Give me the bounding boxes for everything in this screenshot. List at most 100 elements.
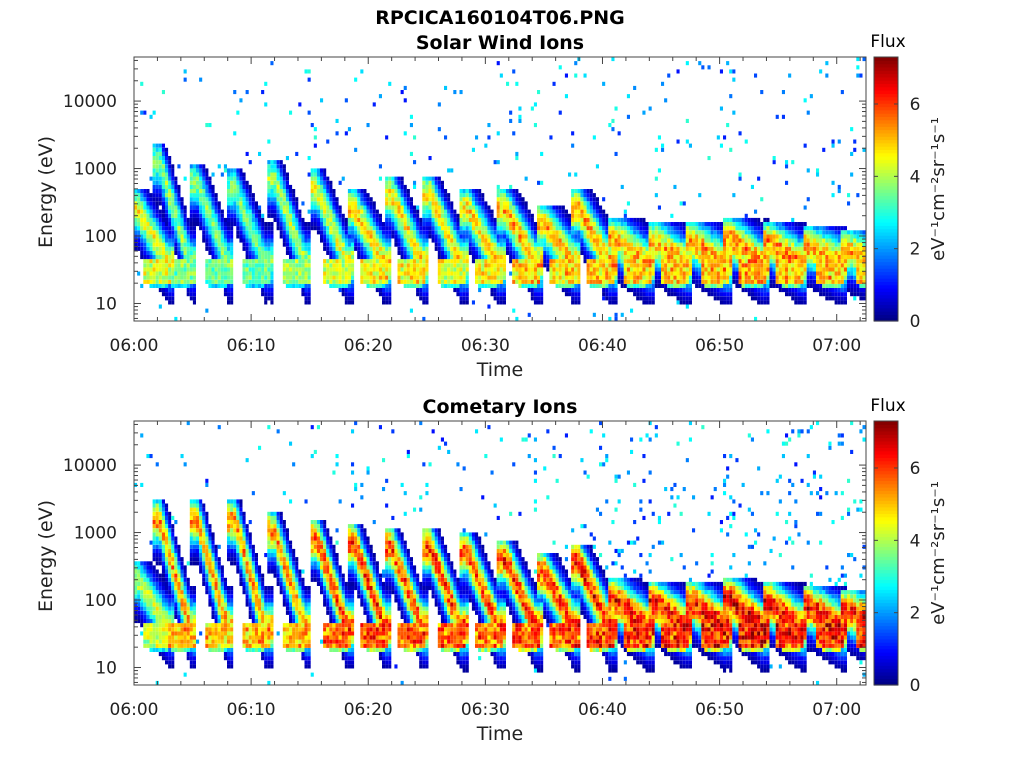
heatmap-cell — [471, 201, 475, 206]
heatmap-cell — [558, 271, 562, 276]
heatmap-cell — [506, 246, 510, 251]
heatmap-cell — [174, 222, 178, 227]
heatmap-cell — [496, 250, 500, 255]
heatmap-cell — [183, 230, 187, 235]
heatmap-cell — [146, 259, 150, 264]
heatmap-cell — [189, 180, 193, 185]
heatmap-cell — [791, 275, 795, 280]
heatmap-cell — [152, 267, 156, 272]
heatmap-cell — [298, 230, 302, 235]
heatmap-cell — [481, 222, 485, 227]
heatmap-cell — [177, 217, 181, 222]
heatmap-cell — [397, 217, 401, 222]
heatmap-cell — [518, 267, 522, 272]
heatmap-cell — [282, 184, 286, 189]
heatmap-cell — [335, 226, 339, 231]
heatmap-cell — [292, 222, 296, 227]
heatmap-cell — [549, 259, 553, 264]
heatmap-cell — [186, 246, 190, 251]
heatmap-cell — [292, 234, 296, 239]
heatmap-cell — [524, 238, 528, 243]
heatmap-cell — [695, 283, 699, 288]
heatmap-cell — [369, 201, 373, 206]
heatmap-cell — [270, 160, 274, 165]
heatmap-cell — [137, 222, 141, 227]
heatmap-cell — [819, 259, 823, 264]
heatmap-cell — [574, 250, 578, 255]
heatmap-cell — [540, 300, 544, 305]
heatmap-cell — [146, 271, 150, 276]
heatmap-cell — [794, 283, 798, 288]
heatmap-cell — [614, 279, 618, 284]
heatmap-cell — [732, 238, 736, 243]
heatmap-cell — [351, 275, 355, 280]
heatmap-cell — [654, 242, 658, 247]
heatmap-cell — [685, 222, 689, 227]
heatmap-cell — [239, 205, 243, 210]
heatmap-cell — [254, 250, 258, 255]
heatmap-cell — [444, 263, 448, 268]
heatmap-cell — [165, 209, 169, 214]
heatmap-cell — [552, 250, 556, 255]
heatmap-cell — [329, 234, 333, 239]
heatmap-cell — [220, 259, 224, 264]
heatmap-cell — [816, 288, 820, 293]
heatmap-cell — [626, 234, 630, 239]
heatmap-cell — [794, 267, 798, 272]
heatmap-cell — [738, 131, 742, 136]
heatmap-cell — [704, 250, 708, 255]
heatmap-cell — [719, 238, 723, 243]
heatmap-cell — [468, 230, 472, 235]
heatmap-cell — [543, 205, 547, 210]
heatmap-cell — [422, 226, 426, 231]
heatmap-cell — [558, 213, 562, 218]
heatmap-cell — [803, 255, 807, 260]
heatmap-cell — [323, 234, 327, 239]
heatmap-cell — [785, 238, 789, 243]
heatmap-cell — [481, 234, 485, 239]
heatmap-cell — [521, 201, 525, 206]
heatmap-cell — [555, 234, 559, 239]
heatmap-cell — [447, 259, 451, 264]
heatmap-cell — [490, 292, 494, 297]
heatmap-cell — [589, 234, 593, 239]
heatmap-cell — [701, 271, 705, 276]
heatmap-cell — [530, 217, 534, 222]
heatmap-cell — [453, 275, 457, 280]
heatmap-cell — [388, 300, 392, 305]
heatmap-cell — [620, 234, 624, 239]
heatmap-cell — [475, 226, 479, 231]
heatmap-cell — [347, 246, 351, 251]
heatmap-cell — [425, 193, 429, 198]
heatmap-cell — [382, 234, 386, 239]
heatmap-cell — [369, 283, 373, 288]
heatmap-cell — [258, 222, 262, 227]
heatmap-cell — [719, 222, 723, 227]
heatmap-cell — [667, 283, 671, 288]
heatmap-cell — [192, 193, 196, 198]
heatmap-cell — [282, 238, 286, 243]
heatmap-cell — [512, 197, 516, 202]
heatmap-cell — [437, 184, 441, 189]
heatmap-cell — [750, 230, 754, 235]
heatmap-cell — [158, 242, 162, 247]
heatmap-cell — [701, 230, 705, 235]
heatmap-cell — [555, 230, 559, 235]
heatmap-cell — [440, 230, 444, 235]
heatmap-cell — [270, 255, 274, 260]
heatmap-cell — [174, 176, 178, 181]
heatmap-cell — [347, 205, 351, 210]
heatmap-cell — [385, 267, 389, 272]
heatmap-cell — [326, 176, 330, 181]
heatmap-cell — [645, 271, 649, 276]
heatmap-cell — [642, 226, 646, 231]
heatmap-cell — [227, 205, 231, 210]
heatmap-cell — [521, 205, 525, 210]
heatmap-cell — [444, 213, 448, 218]
heatmap-cell — [301, 201, 305, 206]
heatmap-cell — [465, 288, 469, 293]
heatmap-cell — [716, 296, 720, 301]
heatmap-cell — [183, 222, 187, 227]
heatmap-cell — [419, 292, 423, 297]
heatmap-cell — [180, 213, 184, 218]
